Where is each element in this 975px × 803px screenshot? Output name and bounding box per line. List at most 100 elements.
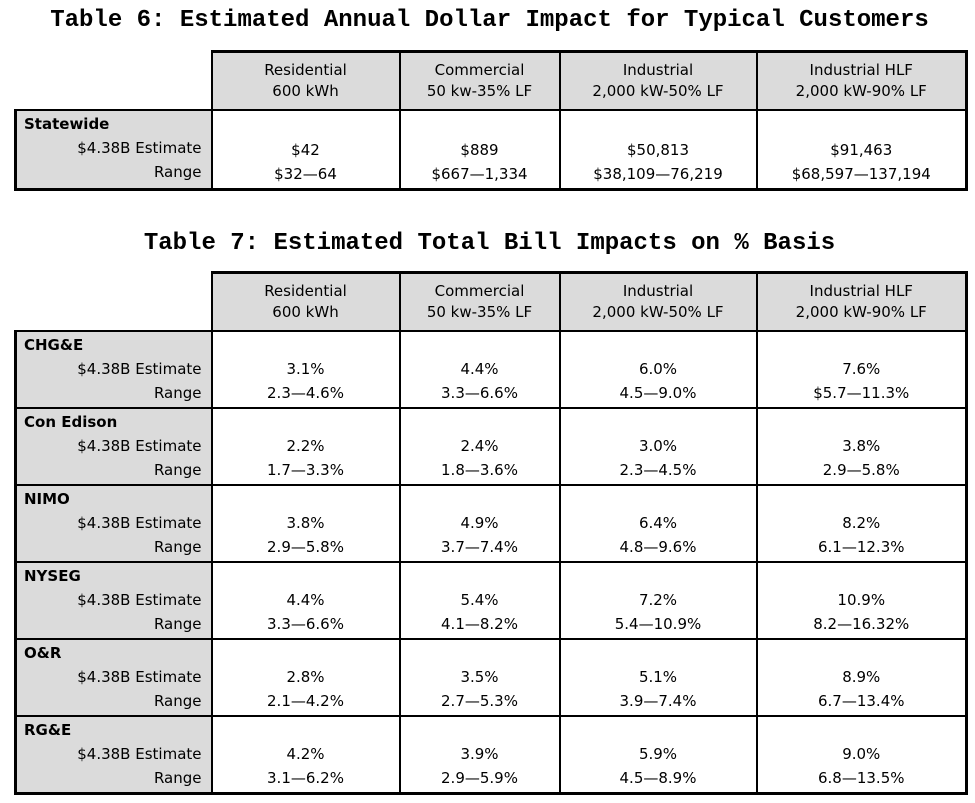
data-cell: 4.2% 3.1—6.2%	[210, 714, 401, 795]
range-value: $5.7—11.3%	[813, 383, 910, 402]
row-name: Con Edison	[24, 412, 118, 431]
range-value: 2.3—4.5%	[619, 460, 697, 479]
estimate-value: 2.4%	[460, 436, 499, 455]
table-row-rge: RG&E $4.38B Estimate Range 4.2% 3.1—6.2%…	[14, 714, 968, 795]
estimate-value: 4.2%	[286, 744, 325, 763]
range-label: Range	[153, 768, 202, 787]
estimate-value: 4.4%	[286, 590, 325, 609]
column-header-line2: 2,000 kW-50% LF	[592, 302, 724, 321]
column-header-line1: Commercial	[434, 61, 525, 79]
row-name: RG&E	[24, 720, 72, 739]
column-header-industrial-hlf: Industrial HLF 2,000 kW-90% LF	[755, 270, 968, 332]
estimate-value: 7.6%	[842, 359, 881, 378]
data-cell: $91,463 $68,597—137,194	[755, 109, 968, 191]
estimate-value: 7.2%	[638, 590, 678, 609]
column-header-line1: Commercial	[434, 281, 525, 300]
range-label: Range	[153, 537, 202, 556]
column-header-line2: 2,000 kW-90% LF	[795, 302, 927, 321]
data-cell: 9.0% 6.8—13.5%	[755, 714, 968, 795]
corner-spacer	[15, 272, 212, 331]
row-label-cell: Con Edison $4.38B Estimate Range	[14, 406, 213, 486]
column-header-line1: Industrial HLF	[809, 281, 913, 300]
range-value: $667—1,334	[431, 164, 528, 183]
range-value: 4.5—9.0%	[619, 383, 697, 402]
estimate-value: 6.4%	[638, 513, 678, 532]
range-value: $38,109—76,219	[593, 164, 723, 183]
data-cell: 3.1% 2.3—4.6%	[210, 329, 401, 409]
data-cell: $889 $667—1,334	[398, 109, 561, 191]
column-header-industrial: Industrial 2,000 kW-50% LF	[558, 50, 758, 111]
row-name: CHG&E	[24, 335, 84, 354]
range-value: 6.1—12.3%	[817, 537, 905, 556]
range-value: 6.8—13.5%	[817, 768, 905, 787]
range-value: 4.8—9.6%	[619, 537, 697, 556]
table-row-statewide: Statewide $4.38B Estimate Range $42 $32—…	[14, 109, 968, 191]
column-header-industrial-hlf: Industrial HLF 2,000 kW-90% LF	[755, 50, 968, 111]
column-header-line1: Industrial	[622, 61, 694, 79]
row-label-cell: Statewide $4.38B Estimate Range	[14, 109, 213, 191]
row-label-cell: NYSEG $4.38B Estimate Range	[14, 560, 213, 640]
row-name: NYSEG	[24, 566, 81, 585]
data-cell: 5.4% 4.1—8.2%	[398, 560, 561, 640]
data-cell: 3.9% 2.9—5.9%	[398, 714, 561, 795]
column-header-line2: 50 kw-35% LF	[426, 302, 533, 321]
data-cell: 8.2% 6.1—12.3%	[755, 483, 968, 563]
data-cell: 4.4% 3.3—6.6%	[398, 329, 561, 409]
range-value: 2.9—5.9%	[441, 768, 518, 787]
data-cell: 5.1% 3.9—7.4%	[558, 637, 758, 717]
row-name: NIMO	[24, 489, 70, 508]
range-label: Range	[153, 614, 202, 633]
table6: Residential 600 kWh Commercial 50 kw-35%…	[14, 50, 968, 191]
row-name: O&R	[24, 643, 62, 662]
data-cell: 4.9% 3.7—7.4%	[398, 483, 561, 563]
column-header-commercial: Commercial 50 kw-35% LF	[398, 50, 561, 111]
estimate-value: 9.0%	[842, 744, 881, 763]
estimate-value: $889	[460, 140, 499, 159]
data-cell: 7.6% $5.7—11.3%	[755, 329, 968, 409]
range-value: 3.3—6.6%	[441, 383, 518, 402]
estimate-value: 5.4%	[460, 590, 499, 609]
data-cell: 8.9% 6.7—13.4%	[755, 637, 968, 717]
data-cell: 2.8% 2.1—4.2%	[210, 637, 401, 717]
range-value: 6.7—13.4%	[817, 691, 905, 710]
data-cell: 3.8% 2.9—5.8%	[755, 406, 968, 486]
range-value: 2.7—5.3%	[441, 691, 518, 710]
estimate-value: $91,463	[830, 140, 893, 159]
estimate-value: 3.5%	[460, 667, 499, 686]
estimate-label: $4.38B Estimate	[77, 359, 202, 378]
estimate-value: 4.4%	[460, 359, 499, 378]
data-cell: $42 $32—64	[210, 109, 401, 191]
table6-header-row: Residential 600 kWh Commercial 50 kw-35%…	[15, 50, 968, 111]
column-header-line1: Residential	[264, 281, 347, 300]
estimate-label: $4.38B Estimate	[77, 590, 202, 609]
table7-title: Table 7: Estimated Total Bill Impacts on…	[143, 229, 836, 257]
range-label: Range	[153, 383, 202, 402]
column-header-line2: 600 kWh	[272, 82, 339, 100]
estimate-value: 3.1%	[286, 359, 325, 378]
range-value: 2.9—5.8%	[822, 460, 900, 479]
column-header-line2: 2,000 kW-50% LF	[592, 82, 724, 100]
estimate-value: 8.2%	[842, 513, 881, 532]
estimate-value: $42	[291, 140, 320, 159]
column-header-commercial: Commercial 50 kw-35% LF	[398, 270, 561, 332]
range-value: 3.3—6.6%	[267, 614, 344, 633]
range-value: 2.9—5.8%	[267, 537, 344, 556]
data-cell: 3.8% 2.9—5.8%	[210, 483, 401, 563]
range-label: Range	[153, 460, 202, 479]
estimate-value: 5.1%	[638, 667, 678, 686]
estimate-value: 3.0%	[638, 436, 678, 455]
range-value: $32—64	[274, 164, 337, 183]
range-value: 8.2—16.32%	[813, 614, 910, 633]
range-value: 2.1—4.2%	[267, 691, 344, 710]
row-name: Statewide	[24, 115, 110, 133]
data-cell: 3.5% 2.7—5.3%	[398, 637, 561, 717]
table-row-nimo: NIMO $4.38B Estimate Range 3.8% 2.9—5.8%…	[14, 483, 968, 563]
table-row-nyseg: NYSEG $4.38B Estimate Range 4.4% 3.3—6.6…	[14, 560, 968, 640]
data-cell: 2.4% 1.8—3.6%	[398, 406, 561, 486]
estimate-label: $4.38B Estimate	[77, 513, 202, 532]
estimate-value: 6.0%	[638, 359, 678, 378]
column-header-line1: Residential	[264, 61, 347, 79]
row-label-cell: O&R $4.38B Estimate Range	[14, 637, 213, 717]
estimate-label: $4.38B Estimate	[77, 139, 202, 157]
